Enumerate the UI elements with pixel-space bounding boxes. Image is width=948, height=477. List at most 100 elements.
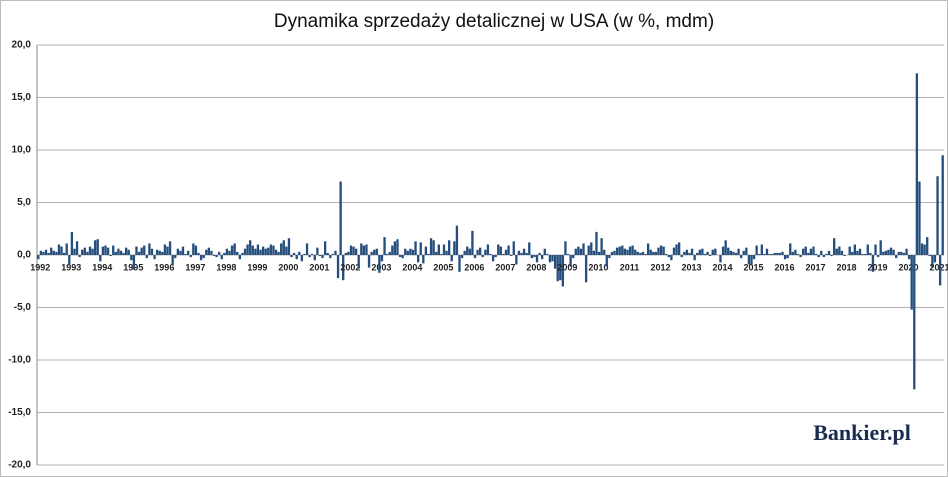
bar: [600, 238, 603, 255]
bar: [365, 244, 368, 255]
bar: [789, 243, 792, 255]
bar: [608, 255, 611, 259]
bar: [765, 248, 769, 255]
bar: [820, 250, 823, 255]
bar: [150, 248, 154, 255]
bar: [641, 251, 645, 255]
bar: [468, 248, 471, 255]
bar: [721, 246, 725, 255]
bar: [112, 245, 115, 255]
bar: [354, 248, 358, 255]
bar: [473, 255, 477, 259]
bar: [902, 252, 906, 255]
bar: [838, 246, 841, 255]
bar: [86, 251, 89, 255]
bar: [352, 246, 355, 255]
bar: [197, 252, 200, 255]
x-tick-label: 2009: [557, 262, 577, 272]
bar: [851, 251, 854, 255]
x-tick-label: 2018: [836, 262, 856, 272]
bar: [481, 255, 484, 258]
bar: [900, 251, 903, 255]
bar: [553, 255, 557, 269]
bar: [411, 249, 415, 255]
bar: [926, 237, 929, 255]
bar: [339, 181, 342, 255]
x-tick-label: 1998: [216, 262, 236, 272]
x-tick-label: 2017: [805, 262, 825, 272]
bar: [543, 248, 546, 255]
bar: [491, 255, 495, 262]
bar: [233, 243, 236, 255]
bar: [626, 249, 629, 255]
bar: [706, 251, 709, 255]
bar: [590, 242, 593, 255]
bar: [701, 248, 704, 255]
bar: [610, 251, 614, 255]
bar: [65, 243, 68, 255]
bar: [440, 253, 443, 255]
bar: [375, 248, 378, 255]
bar: [158, 250, 161, 255]
bar: [510, 255, 513, 257]
bar: [670, 255, 673, 261]
bar: [471, 230, 474, 255]
bar: [360, 243, 363, 255]
bar: [587, 245, 590, 255]
y-tick-label: 20,0: [12, 40, 32, 51]
bar: [512, 241, 515, 255]
x-tick-label: 1997: [185, 262, 205, 272]
x-tick-label: 2016: [774, 262, 794, 272]
bar: [210, 250, 213, 255]
bar: [892, 249, 895, 255]
bar: [887, 249, 890, 255]
bar: [621, 245, 624, 255]
bar: [680, 255, 683, 258]
bar: [742, 250, 745, 255]
bar: [479, 247, 482, 255]
bar: [690, 248, 694, 255]
bar: [636, 251, 639, 255]
bar: [308, 255, 311, 258]
bar: [708, 255, 712, 257]
bar: [334, 250, 337, 255]
bar: [938, 255, 942, 286]
bar: [435, 251, 438, 255]
x-tick-label: 1994: [92, 262, 112, 272]
y-tick-label: -20,0: [8, 460, 31, 471]
bar: [83, 247, 86, 255]
bar: [75, 241, 79, 255]
bar: [287, 238, 291, 255]
bar: [569, 255, 572, 267]
bar: [78, 255, 81, 258]
x-tick-label: 2013: [681, 262, 701, 272]
x-tick-label: 1996: [154, 262, 174, 272]
bar: [897, 251, 900, 255]
bar: [696, 252, 699, 255]
bar: [615, 247, 619, 255]
bar: [311, 253, 314, 255]
bar: [835, 248, 838, 255]
bar: [559, 255, 562, 281]
bar: [342, 255, 345, 281]
bar: [528, 242, 531, 255]
x-tick-label: 2001: [309, 262, 329, 272]
bar: [181, 246, 185, 255]
bar: [791, 251, 794, 255]
bar: [770, 253, 774, 255]
bar: [566, 253, 570, 255]
bar: [719, 255, 722, 263]
bar: [37, 255, 40, 260]
bar: [285, 246, 288, 255]
bar: [649, 249, 652, 255]
bar: [132, 255, 136, 270]
bar: [153, 255, 156, 260]
bar: [628, 246, 632, 255]
x-tick-label: 2012: [650, 262, 670, 272]
bar: [778, 252, 782, 255]
bar: [910, 255, 913, 310]
bar: [659, 245, 663, 255]
bar: [737, 248, 740, 255]
bar: [763, 253, 766, 255]
bar: [623, 248, 627, 255]
